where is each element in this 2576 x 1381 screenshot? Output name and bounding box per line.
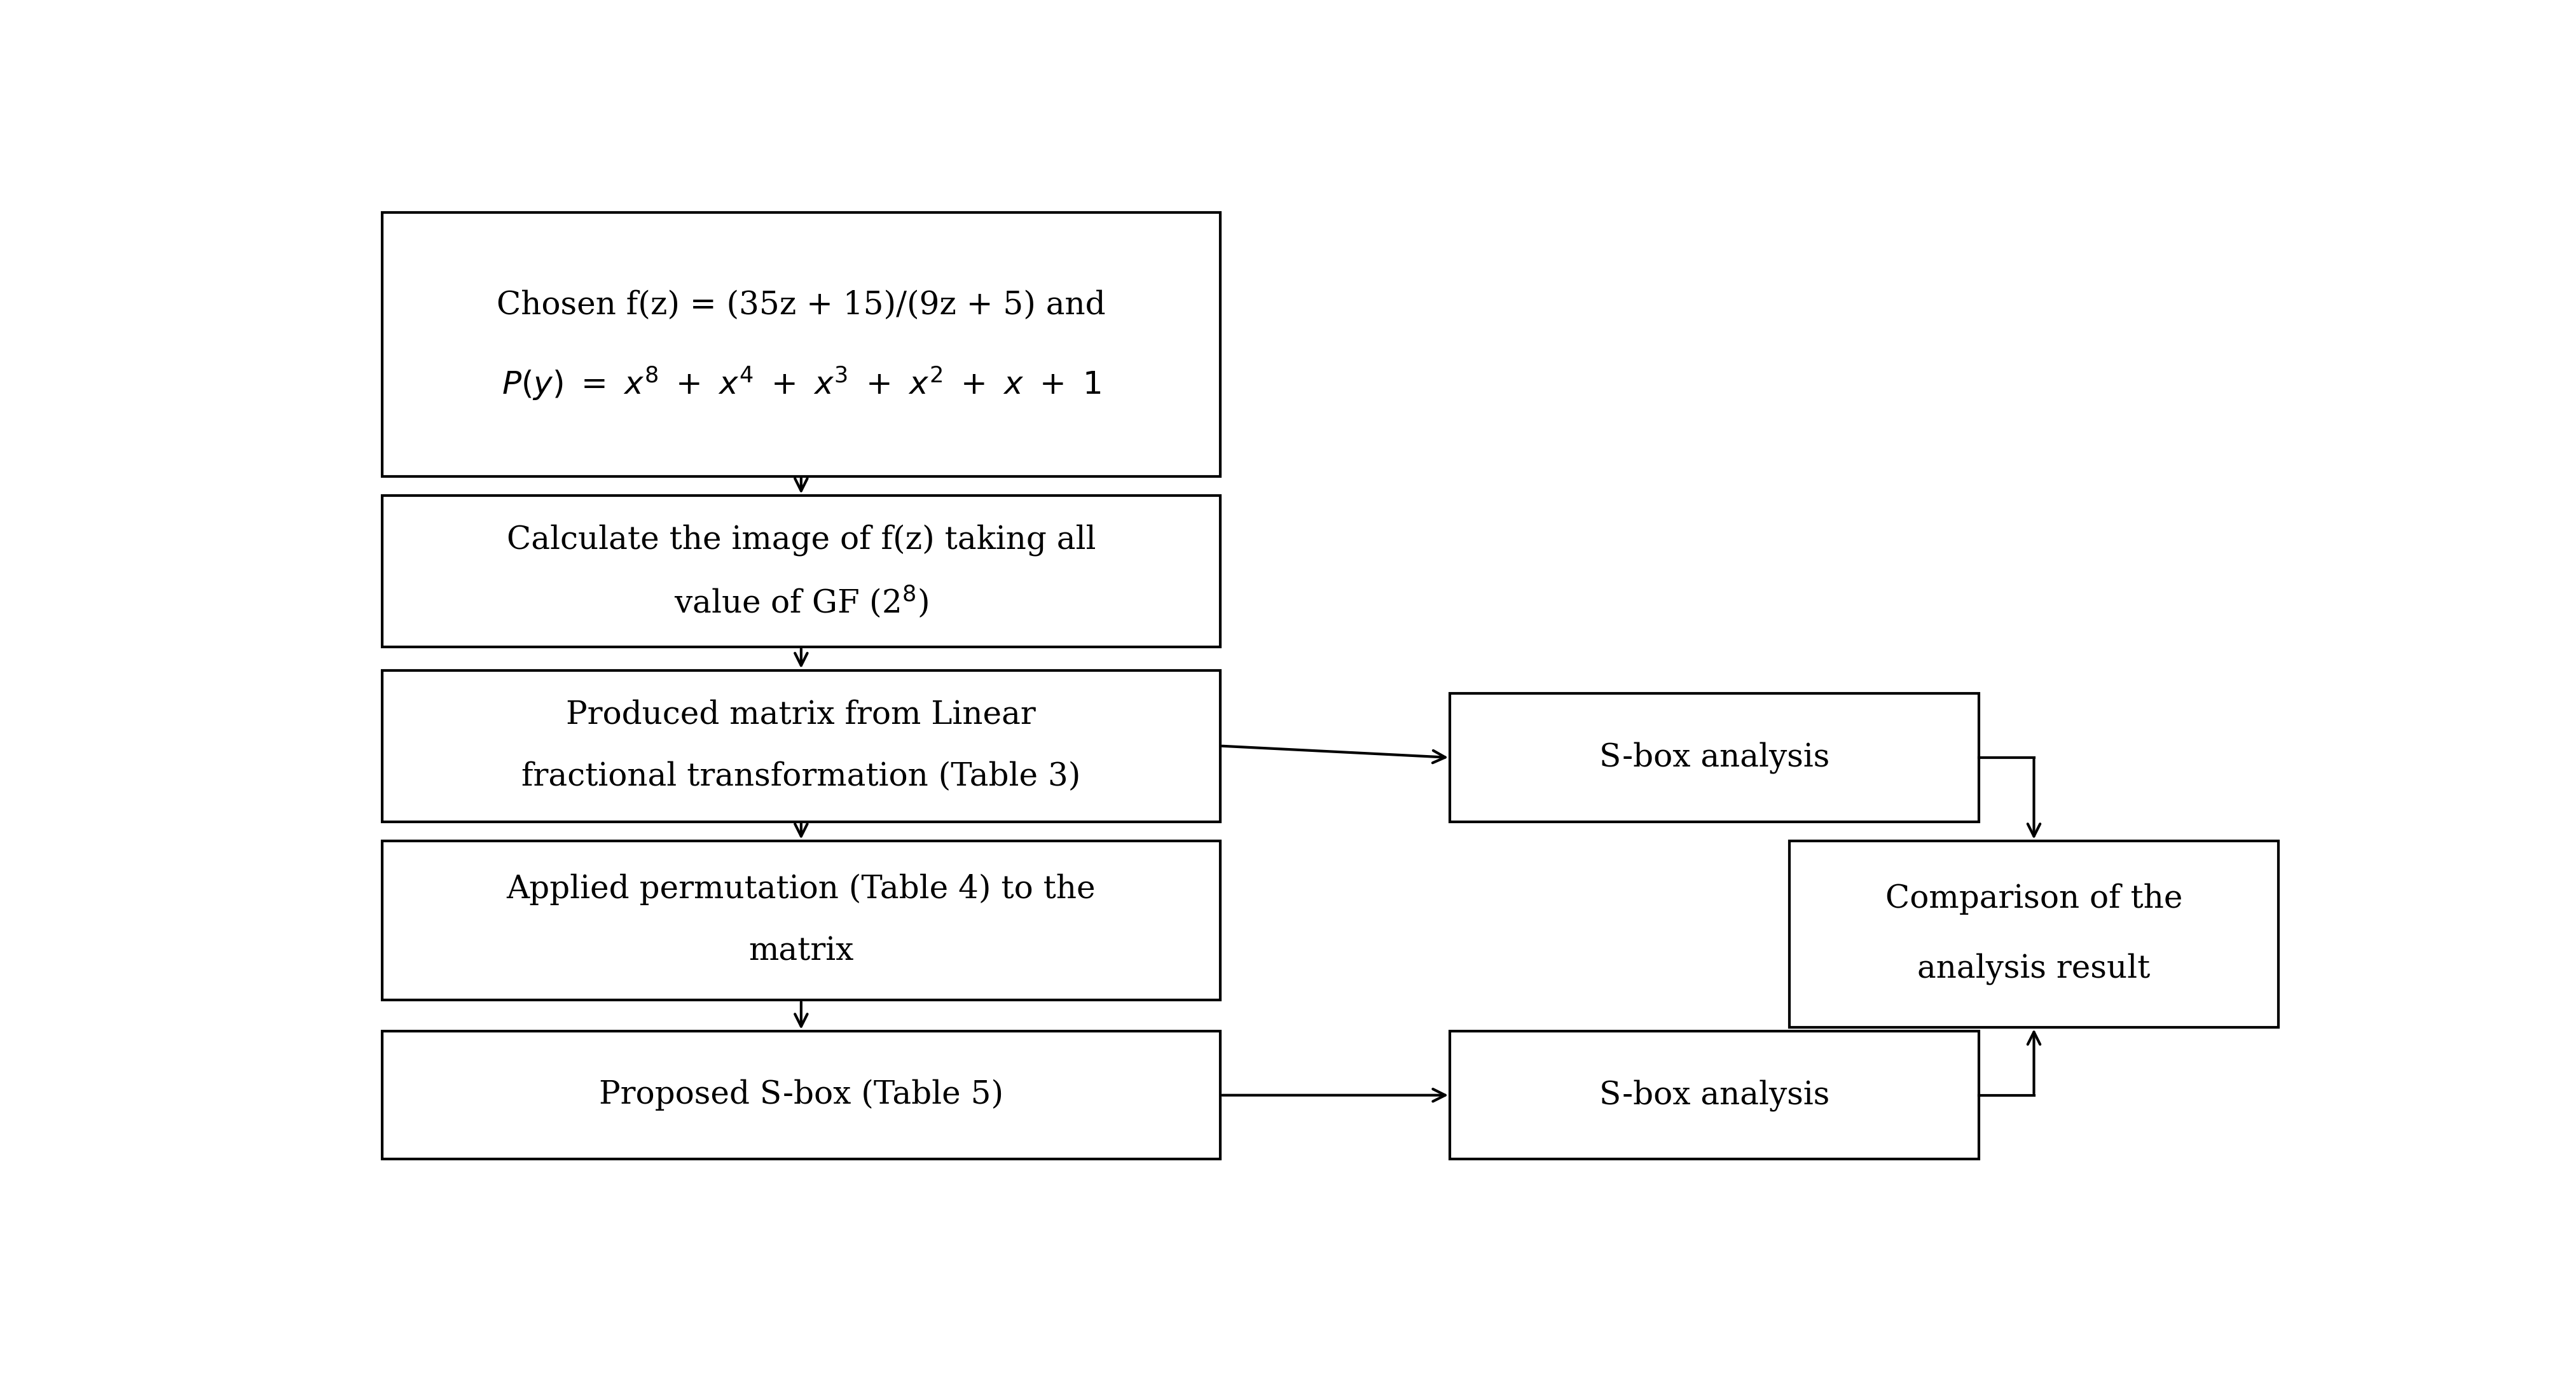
Text: Calculate the image of f(z) taking all: Calculate the image of f(z) taking all — [507, 525, 1095, 557]
Text: Produced matrix from Linear: Produced matrix from Linear — [567, 699, 1036, 731]
Bar — [1450, 1032, 1978, 1159]
Text: Comparison of the: Comparison of the — [1886, 884, 2182, 916]
Text: S-box analysis: S-box analysis — [1600, 1080, 1829, 1112]
Bar — [381, 1032, 1221, 1159]
Bar — [381, 670, 1221, 822]
Bar — [381, 841, 1221, 1000]
Text: Chosen f(z) = (35z + 15)/(9z + 5) and: Chosen f(z) = (35z + 15)/(9z + 5) and — [497, 290, 1105, 322]
Text: matrix: matrix — [750, 936, 853, 967]
Text: Applied permutation (Table 4) to the: Applied permutation (Table 4) to the — [507, 874, 1095, 906]
Bar — [1450, 693, 1978, 822]
Text: fractional transformation (Table 3): fractional transformation (Table 3) — [520, 761, 1082, 793]
Bar — [1790, 841, 2277, 1027]
Text: Proposed S-box (Table 5): Proposed S-box (Table 5) — [598, 1080, 1005, 1110]
Text: value of GF (2$^8$): value of GF (2$^8$) — [675, 584, 927, 620]
Text: S-box analysis: S-box analysis — [1600, 742, 1829, 773]
Bar — [381, 213, 1221, 476]
Text: analysis result: analysis result — [1917, 953, 2151, 985]
Text: $P(y)\ =\ x^8\ +\ x^4\ +\ x^3\ +\ x^2\ +\ x\ +\ 1$: $P(y)\ =\ x^8\ +\ x^4\ +\ x^3\ +\ x^2\ +… — [502, 365, 1100, 402]
Bar — [381, 496, 1221, 646]
